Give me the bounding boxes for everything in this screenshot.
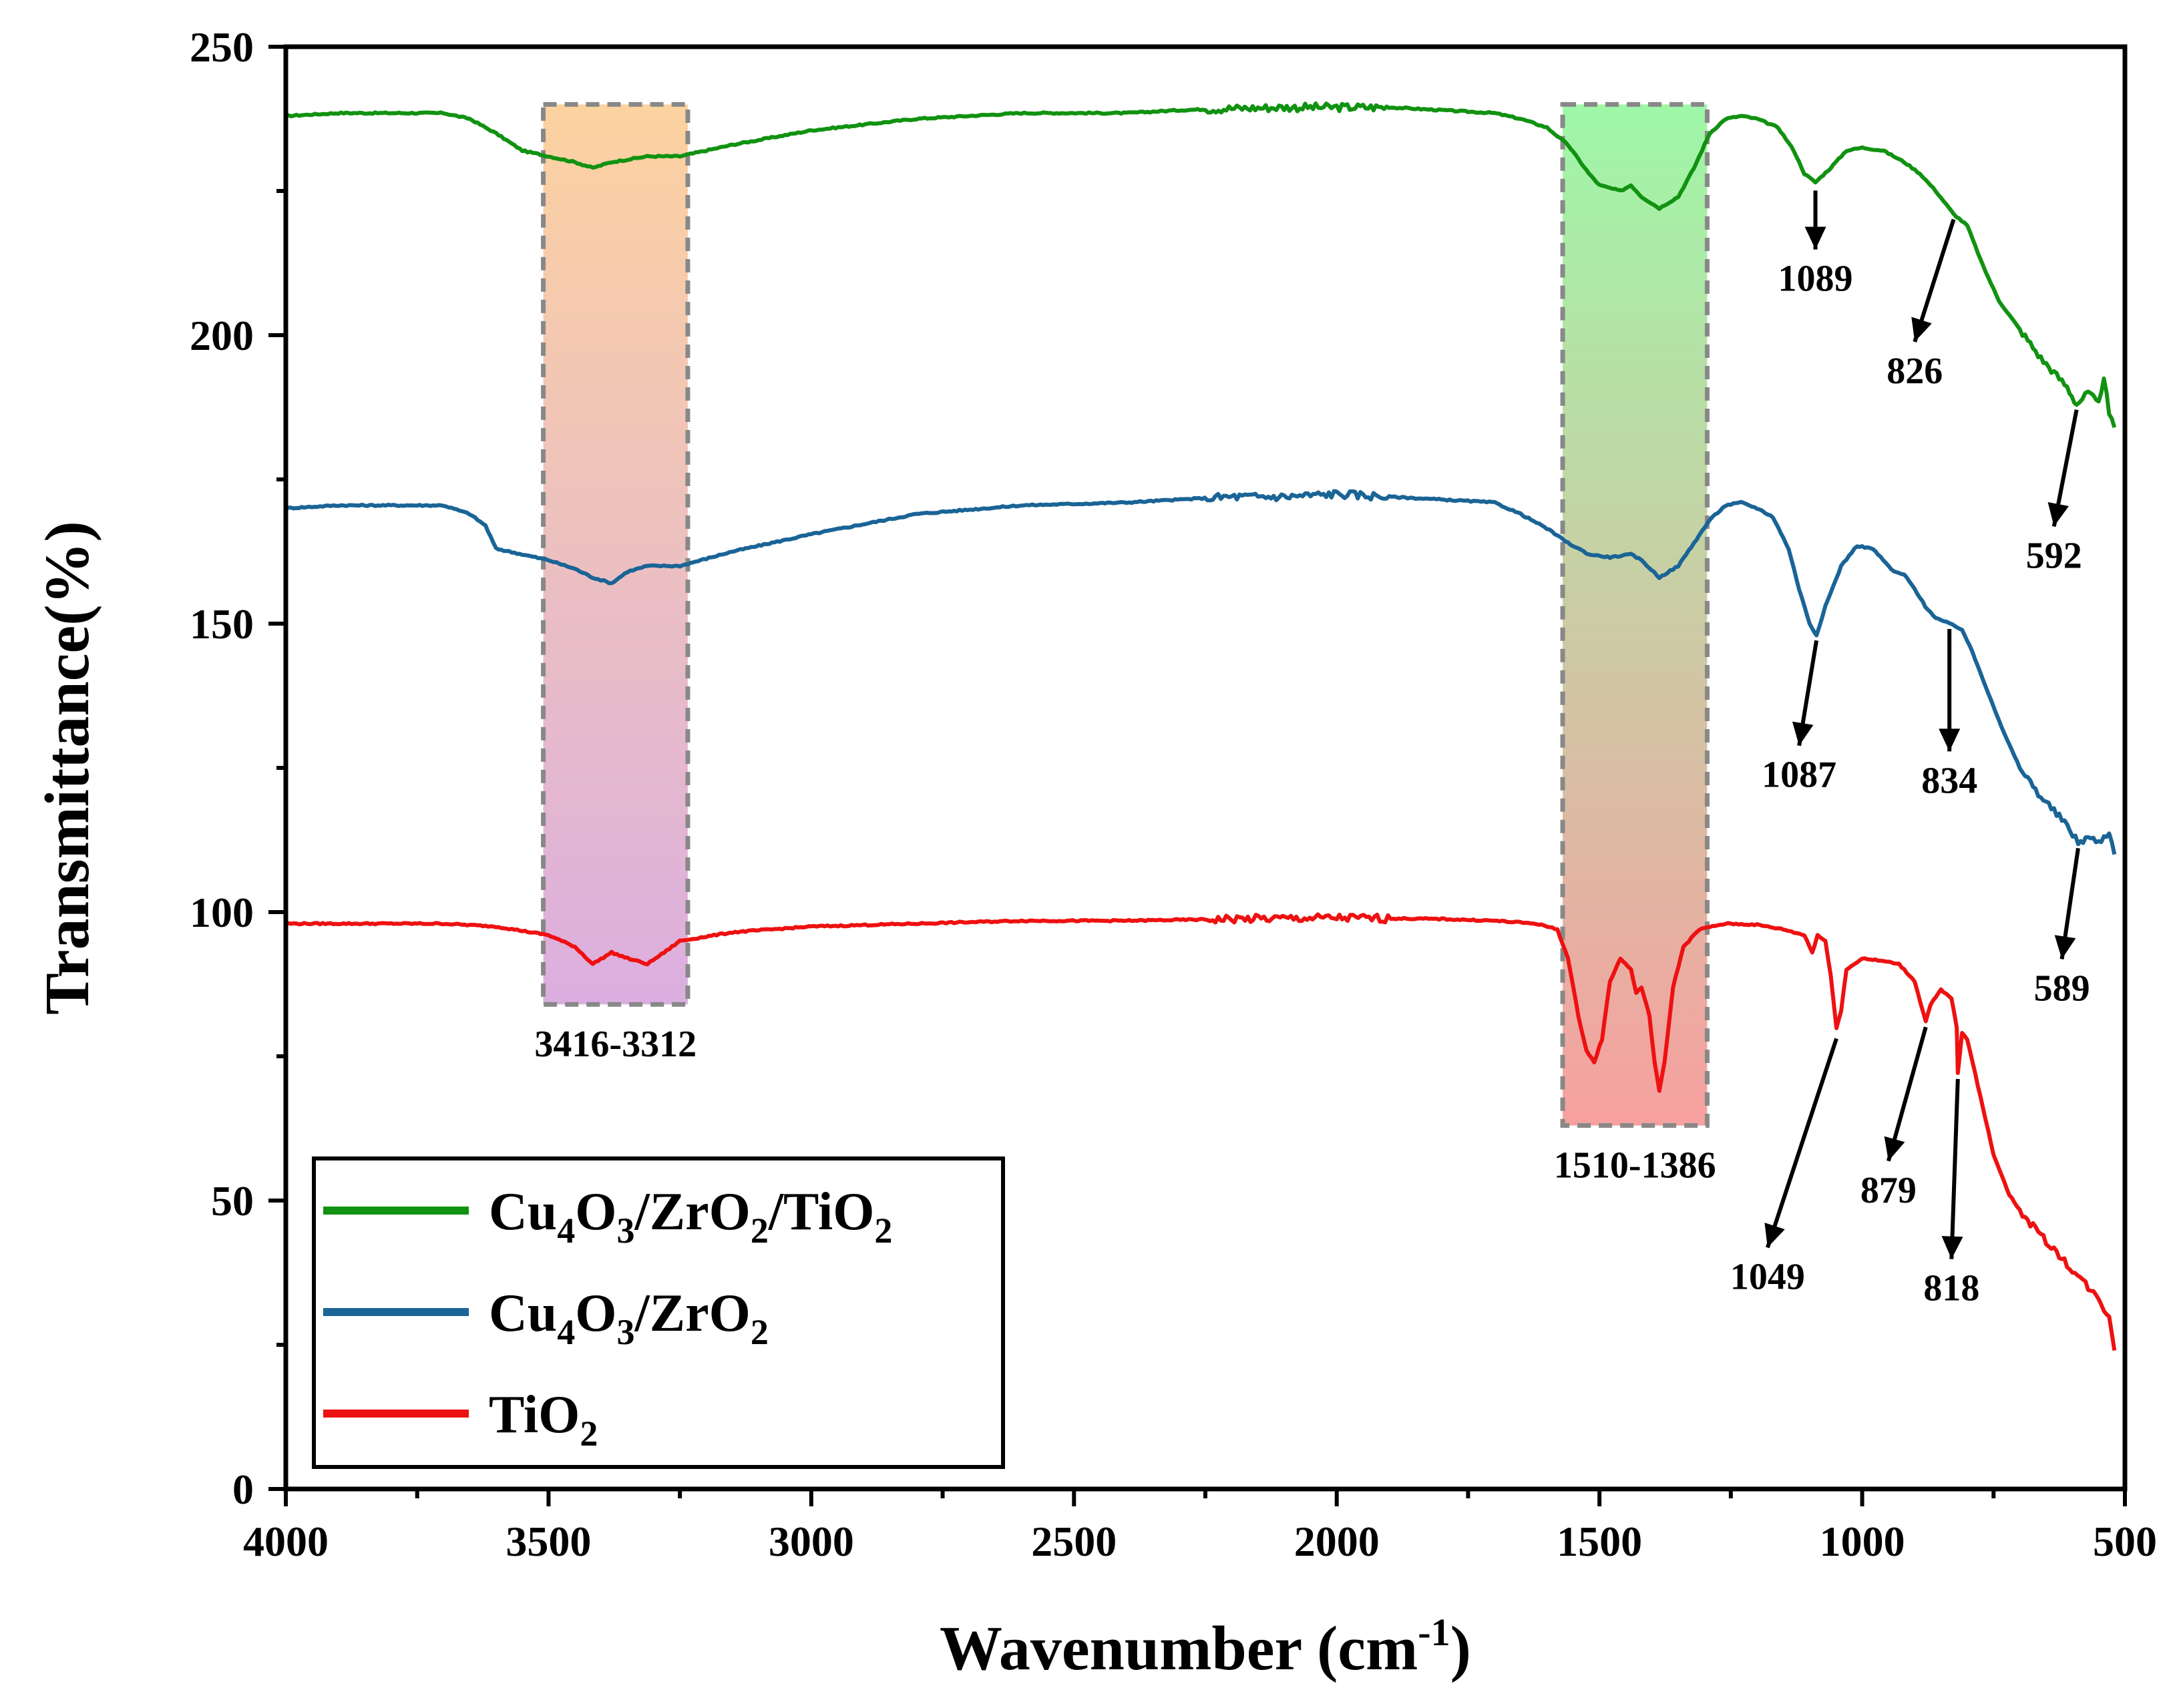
shaded-region-1 [1560, 101, 1710, 1128]
annotation-label-6: 1049 [1730, 1256, 1805, 1297]
shaded-region-label-1: 1510-1386 [1554, 1145, 1716, 1187]
shaded-region-0 [541, 101, 690, 1007]
annotation-label-4: 834 [1921, 760, 1977, 801]
annotation-arrowhead-6 [1764, 1223, 1785, 1248]
x-tick-label-1: 3500 [506, 1518, 591, 1565]
shaded-regions: 3416-3312 1510-1386 [534, 101, 1716, 1187]
series-line-1 [284, 489, 2117, 855]
x-tick-label-5: 1500 [1557, 1518, 1642, 1565]
legend-label-0-part-4: /ZrO [634, 1183, 751, 1241]
x-tick-label-6: 1000 [1820, 1518, 1905, 1565]
y-tick-label-3: 150 [190, 600, 254, 648]
y-tick-label-5: 250 [190, 23, 254, 71]
legend-label-1-part-4: /ZrO [634, 1284, 751, 1343]
legend-label-0-part-1: 4 [557, 1211, 575, 1251]
x-axis-title-sup: -1 [1418, 1611, 1450, 1654]
annotation-arrow-6 [1766, 1038, 1838, 1249]
legend-label-0-part-2: O [575, 1183, 616, 1241]
peak-annotations: 1089 826 592 1087 834 589 1049 879 818 [1730, 190, 2090, 1309]
y-tick-label-2: 100 [190, 889, 254, 936]
legend-label-0-part-7: 2 [874, 1211, 892, 1251]
annotation-label-0: 1089 [1778, 258, 1853, 300]
annotation-label-5: 589 [2034, 968, 2090, 1009]
legend-label-0-part-6: /TiO [768, 1183, 875, 1241]
series-lines [284, 101, 2117, 1351]
x-tick-label-3: 2500 [1031, 1518, 1117, 1565]
legend-label-0-part-0: Cu [489, 1183, 557, 1241]
legend-label-2: TiO2 [489, 1385, 598, 1454]
annotation-arrowhead-5 [2054, 935, 2076, 959]
legend-label-0-part-3: 3 [617, 1211, 635, 1251]
annotation-arrowhead-4 [1939, 728, 1961, 752]
annotation-label-8: 818 [1923, 1268, 1979, 1309]
annotation-label-3: 1087 [1762, 755, 1836, 796]
annotation-arrow-8 [1949, 1078, 1960, 1259]
shaded-region-label-0: 3416-3312 [534, 1024, 697, 1065]
series-line-0 [285, 101, 2117, 429]
annotation-arrowhead-7 [1884, 1136, 1905, 1161]
annotation-label-2: 592 [2026, 535, 2082, 576]
x-tick-label-4: 2000 [1294, 1518, 1380, 1565]
legend-label-1-part-3: 3 [617, 1312, 635, 1352]
x-tick-label-2: 3000 [769, 1518, 854, 1565]
y-tick-label-0: 0 [232, 1466, 254, 1513]
legend-label-2-part-1: 2 [580, 1414, 598, 1454]
x-axis-title: Wavenumber (cm-1) [940, 1611, 1471, 1683]
annotation-arrow-7 [1887, 1026, 1928, 1162]
x-axis-title-close: ) [1450, 1614, 1471, 1683]
y-tick-label-1: 50 [211, 1177, 254, 1225]
legend-label-2-part-0: TiO [489, 1385, 580, 1444]
legend-label-0-part-5: 2 [751, 1211, 769, 1251]
annotation-label-7: 879 [1860, 1170, 1917, 1211]
x-tick-label-7: 500 [2093, 1518, 2157, 1565]
series-line-2 [285, 912, 2117, 1351]
legend-label-1-part-2: O [575, 1284, 616, 1343]
y-axis-title: Transmittance(%) [33, 521, 102, 1015]
legend-label-1-part-1: 4 [557, 1312, 575, 1352]
legend-label-1-part-5: 2 [751, 1312, 769, 1352]
axes: 4000 3500 3000 2500 2000 1500 1000 500 0 50 100 150… [33, 23, 2157, 1683]
annotation-arrowhead-1 [1911, 316, 1932, 342]
x-axis-title-main: Wavenumber (cm [940, 1614, 1418, 1683]
legend-label-1-part-0: Cu [489, 1284, 557, 1343]
legend-label-0: Cu4O3/ZrO2/TiO2 [489, 1183, 892, 1251]
annotation-arrowhead-2 [2047, 501, 2069, 527]
annotation-arrowhead-8 [1941, 1236, 1963, 1259]
legend-label-1: Cu4O3/ZrO2 [489, 1284, 769, 1352]
annotation-arrowhead-3 [1792, 721, 1814, 746]
x-tick-label-0: 4000 [243, 1518, 329, 1565]
annotation-label-1: 826 [1887, 351, 1943, 392]
annotation-arrowhead-0 [1804, 226, 1826, 250]
y-tick-label-4: 200 [190, 312, 254, 359]
